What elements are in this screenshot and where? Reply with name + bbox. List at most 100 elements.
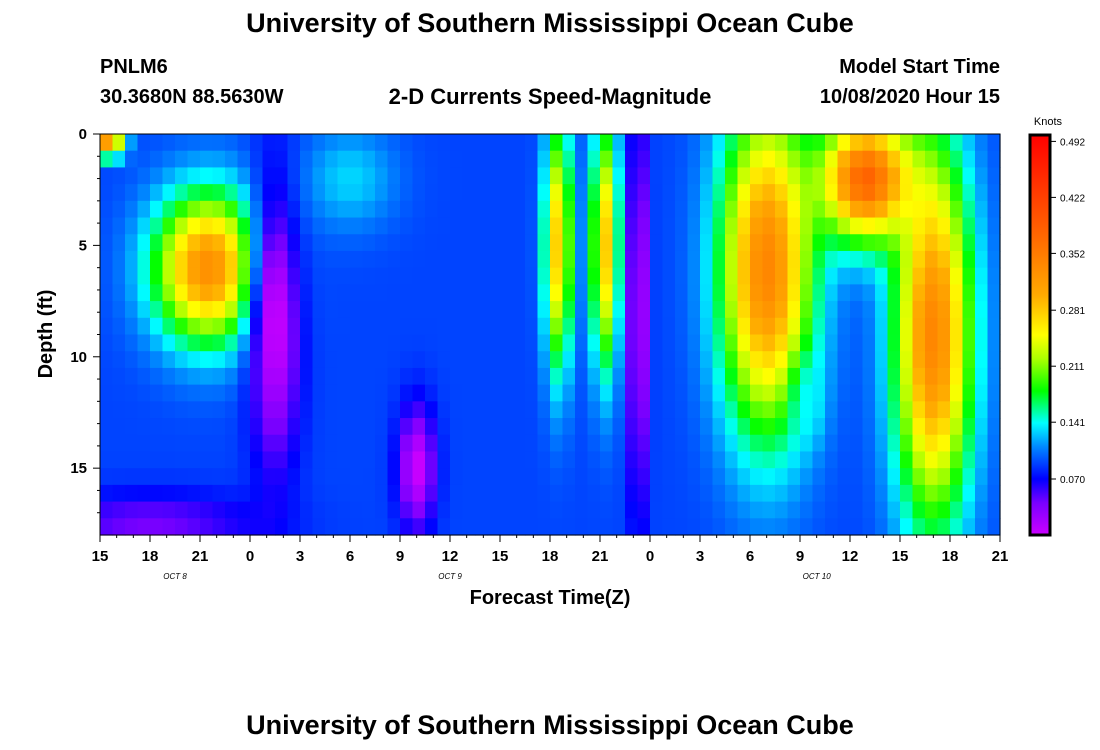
heatmap-cell — [562, 484, 576, 503]
heatmap-cell — [800, 334, 814, 352]
heatmap-cell — [100, 501, 114, 519]
station-coordinates: 30.3680N 88.5630W — [100, 86, 284, 108]
heatmap-cell — [925, 384, 939, 402]
heatmap-cell — [800, 434, 814, 453]
heatmap-cell — [150, 184, 164, 202]
heatmap-cell — [562, 351, 576, 369]
heatmap-cell — [100, 301, 114, 319]
heatmap-cell — [125, 167, 139, 185]
heatmap-cell — [925, 518, 939, 536]
heatmap-cell — [612, 451, 626, 469]
x-tick-label: 18 — [942, 548, 959, 565]
heatmap-cell — [362, 134, 376, 152]
heatmap-cell — [225, 184, 239, 202]
heatmap-cell — [325, 301, 339, 319]
heatmap-cell — [850, 367, 864, 386]
heatmap-cell — [912, 451, 926, 469]
heatmap-cell — [150, 384, 164, 402]
heatmap-cell — [712, 267, 726, 285]
heatmap-cell — [712, 134, 726, 152]
heatmap-cell — [337, 518, 351, 536]
heatmap-cell — [812, 217, 826, 235]
heatmap-cell — [187, 184, 201, 202]
heatmap-cell — [937, 250, 951, 269]
heatmap-cell — [575, 200, 589, 219]
heatmap-cell — [900, 484, 914, 503]
heatmap-cell — [550, 334, 564, 352]
heatmap-cell — [112, 284, 126, 302]
heatmap-cell — [512, 284, 526, 302]
heatmap-cell — [375, 367, 389, 386]
heatmap-cell — [562, 267, 576, 285]
heatmap-cell — [612, 384, 626, 402]
heatmap-cell — [475, 234, 489, 252]
heatmap-cell — [112, 367, 126, 386]
heatmap-cell — [350, 401, 364, 419]
heatmap-cell — [962, 367, 976, 386]
heatmap-cell — [212, 184, 226, 202]
heatmap-cell — [375, 451, 389, 469]
heatmap-cell — [737, 184, 751, 202]
heatmap-cell — [437, 418, 451, 436]
heatmap-cell — [675, 234, 689, 252]
heatmap-cell — [337, 434, 351, 453]
heatmap-cell — [875, 384, 889, 402]
heatmap-cell — [425, 418, 439, 436]
heatmap-cell — [112, 468, 126, 486]
heatmap-cell — [287, 267, 301, 285]
heatmap-cell — [900, 518, 914, 536]
heatmap-cell — [512, 401, 526, 419]
heatmap-cell — [212, 250, 226, 269]
heatmap-cell — [387, 317, 401, 336]
heatmap-cell — [850, 167, 864, 185]
heatmap-cell — [912, 434, 926, 453]
heatmap-cell — [150, 167, 164, 185]
heatmap-cell — [312, 284, 326, 302]
heatmap-cell — [950, 200, 964, 219]
heatmap-cell — [800, 401, 814, 419]
heatmap-cell — [212, 451, 226, 469]
heatmap-cell — [700, 484, 714, 503]
heatmap-cell — [187, 384, 201, 402]
heatmap-cell — [600, 367, 614, 386]
heatmap-cell — [500, 200, 514, 219]
heatmap-cell — [937, 434, 951, 453]
heatmap-cell — [962, 518, 976, 536]
heatmap-cell — [437, 484, 451, 503]
heatmap-cell — [262, 250, 276, 269]
heatmap-cell — [825, 484, 839, 503]
heatmap-cell — [612, 518, 626, 536]
heatmap-cell — [625, 518, 639, 536]
heatmap-cell — [337, 367, 351, 386]
heatmap-cell — [750, 234, 764, 252]
heatmap-cell — [100, 250, 114, 269]
heatmap-cell — [987, 184, 1001, 202]
heatmap-cell — [262, 267, 276, 285]
heatmap-cell — [962, 134, 976, 152]
heatmap-cell — [862, 334, 876, 352]
heatmap-cell — [612, 501, 626, 519]
heatmap-cell — [962, 200, 976, 219]
heatmap-cell — [637, 200, 651, 219]
heatmap-cell — [112, 200, 126, 219]
heatmap-cell — [412, 200, 426, 219]
heatmap-cell — [250, 367, 264, 386]
heatmap-cell — [375, 250, 389, 269]
heatmap-cell — [887, 250, 901, 269]
heatmap-cell — [462, 401, 476, 419]
heatmap-cell — [250, 150, 264, 169]
heatmap-cell — [987, 418, 1001, 436]
heatmap-cell — [600, 434, 614, 453]
heatmap-cell — [150, 401, 164, 419]
heatmap-cell — [375, 317, 389, 336]
colorbar-tick-label: 0.352 — [1060, 249, 1085, 260]
heatmap-cell — [987, 351, 1001, 369]
heatmap-cell — [562, 150, 576, 169]
heatmap-cell — [375, 418, 389, 436]
heatmap-cell — [587, 334, 601, 352]
heatmap-cell — [275, 518, 289, 536]
heatmap-cell — [262, 518, 276, 536]
heatmap-cell — [362, 234, 376, 252]
heatmap-cell — [300, 367, 314, 386]
heatmap-cell — [875, 200, 889, 219]
